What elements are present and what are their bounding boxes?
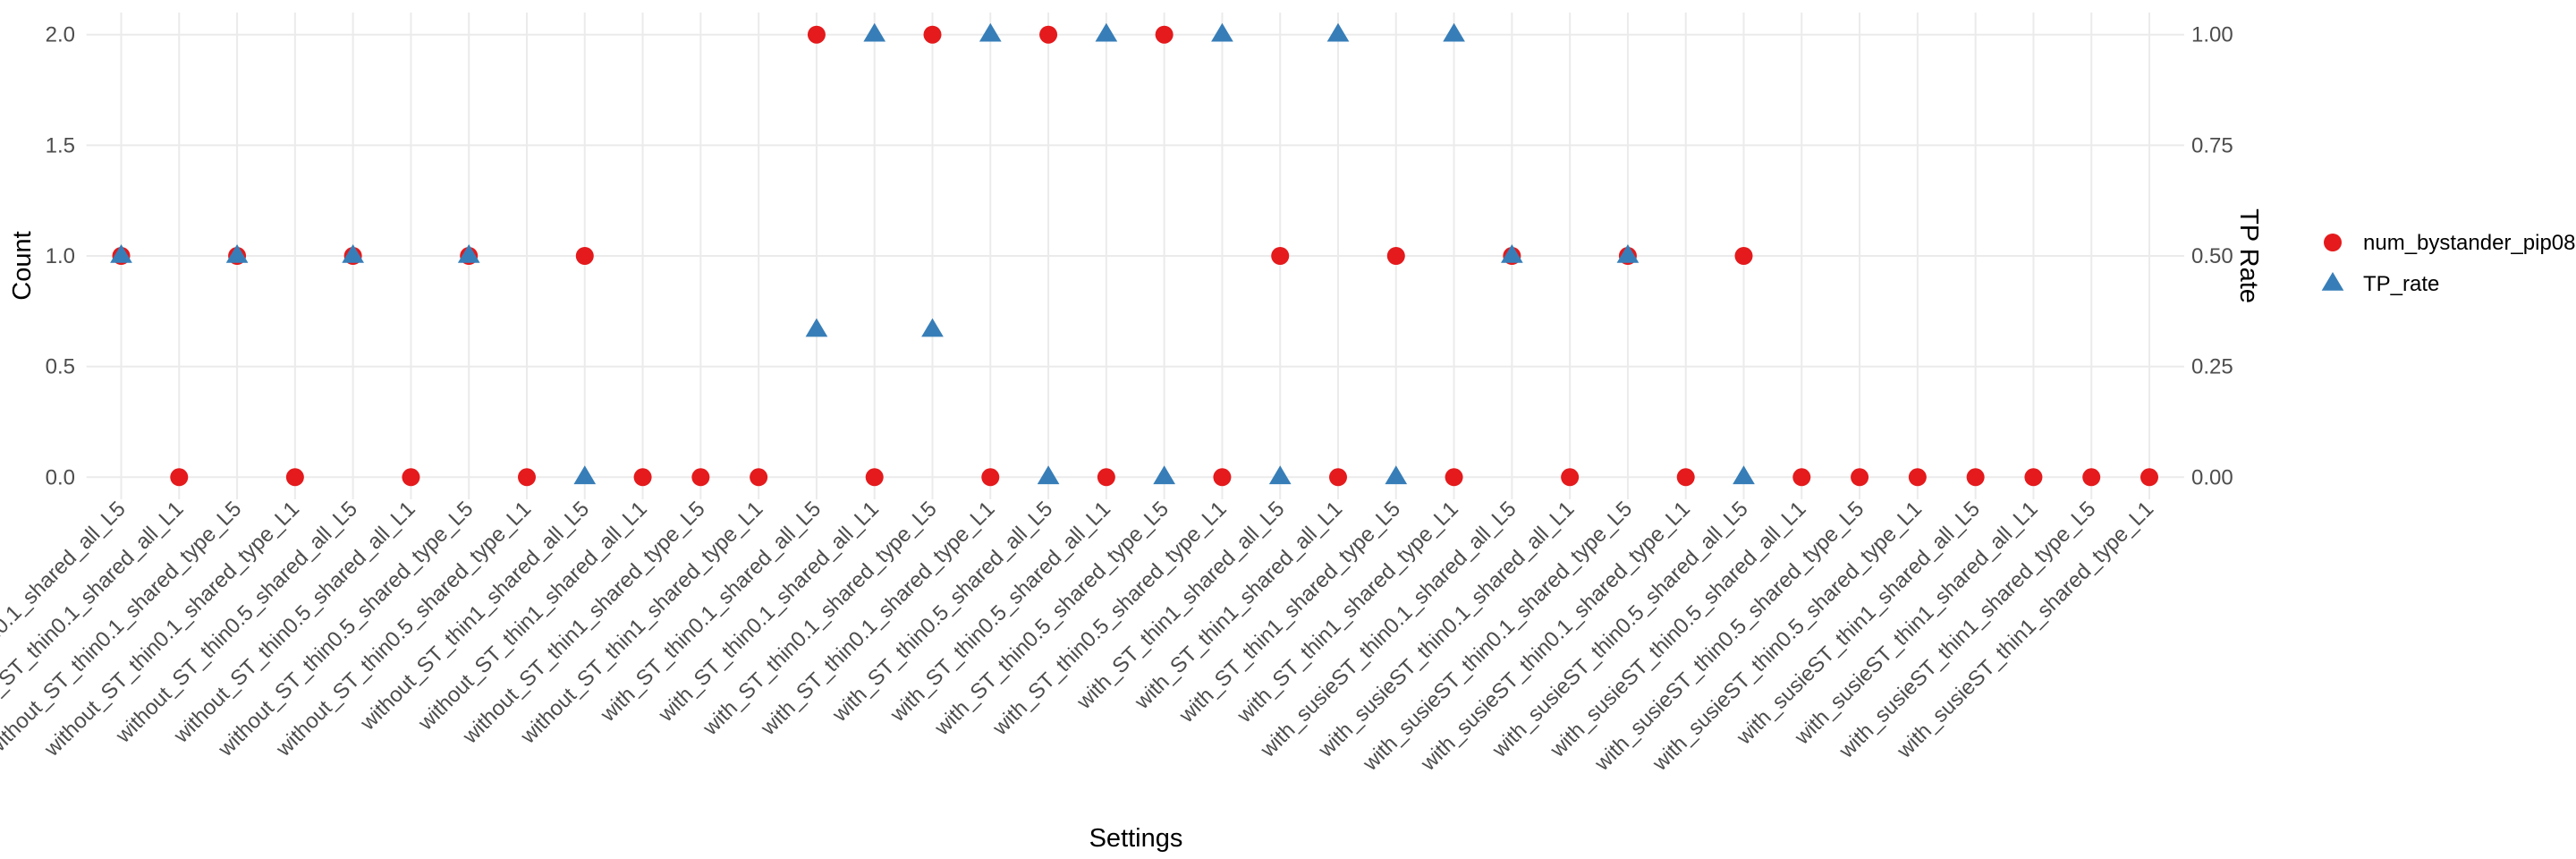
point bbox=[750, 468, 768, 487]
triangle-point bbox=[1037, 465, 1060, 485]
y-axis-title: Count bbox=[8, 231, 37, 300]
triangle-point bbox=[1153, 465, 1175, 485]
triangle-point bbox=[573, 465, 597, 485]
point bbox=[1676, 468, 1695, 487]
y-tick-label: 0.0 bbox=[46, 465, 75, 489]
point bbox=[981, 468, 1000, 487]
triangle-point bbox=[1733, 465, 1755, 485]
point bbox=[1155, 25, 1174, 44]
point bbox=[518, 468, 536, 487]
point bbox=[1792, 468, 1811, 487]
triangle-point bbox=[1501, 244, 1523, 263]
point bbox=[691, 468, 710, 487]
triangle-point bbox=[805, 318, 828, 337]
y2-tick-label: 0.25 bbox=[2191, 355, 2233, 379]
triangle-point bbox=[110, 244, 132, 263]
y2-tick-label: 0.50 bbox=[2191, 244, 2233, 268]
y-tick-label: 0.5 bbox=[46, 355, 75, 379]
legend-label: num_bystander_pip08 bbox=[2363, 231, 2576, 255]
x-axis-title: Settings bbox=[1089, 824, 1183, 853]
triangle-point bbox=[979, 22, 1002, 42]
triangle-point bbox=[1616, 244, 1640, 263]
point bbox=[923, 25, 942, 44]
triangle-point bbox=[457, 244, 480, 263]
point bbox=[2324, 234, 2342, 251]
y-tick-label: 1.5 bbox=[46, 133, 75, 157]
grid bbox=[86, 13, 2184, 499]
point bbox=[1213, 468, 1232, 487]
point bbox=[1966, 468, 1985, 487]
point bbox=[807, 25, 826, 44]
point bbox=[2082, 468, 2101, 487]
point bbox=[402, 468, 420, 487]
point bbox=[1329, 468, 1347, 487]
triangle-point bbox=[1211, 22, 1233, 42]
point bbox=[1445, 468, 1463, 487]
y-tick-label: 2.0 bbox=[46, 23, 75, 47]
triangle-point bbox=[225, 244, 249, 263]
point bbox=[1271, 247, 1290, 265]
y2-tick-label: 0.75 bbox=[2191, 133, 2233, 157]
point bbox=[2024, 468, 2043, 487]
triangle-point bbox=[1268, 465, 1292, 485]
triangle-point bbox=[2321, 272, 2344, 291]
triangle-point bbox=[863, 22, 886, 42]
point bbox=[1561, 468, 1580, 487]
legend-label: TP_rate bbox=[2363, 272, 2439, 296]
point bbox=[1734, 247, 1753, 265]
y2-tick-label: 1.00 bbox=[2191, 23, 2233, 47]
point bbox=[1386, 247, 1405, 265]
y-tick-label: 1.0 bbox=[46, 244, 75, 268]
point bbox=[285, 468, 304, 487]
point bbox=[1851, 468, 1869, 487]
y2-tick-label: 0.00 bbox=[2191, 465, 2233, 489]
y2-axis-title: TP Rate bbox=[2234, 208, 2263, 303]
point bbox=[1097, 468, 1115, 487]
point bbox=[865, 468, 884, 487]
triangle-point bbox=[1385, 465, 1408, 485]
point bbox=[170, 468, 189, 487]
triangle-point bbox=[1443, 22, 1465, 42]
point bbox=[1039, 25, 1058, 44]
point bbox=[1908, 468, 1927, 487]
point bbox=[2140, 468, 2158, 487]
triangle-point bbox=[1095, 22, 1118, 42]
triangle-point bbox=[342, 244, 364, 263]
triangle-point bbox=[921, 318, 944, 337]
point bbox=[633, 468, 652, 487]
triangle-point bbox=[1326, 22, 1350, 42]
point bbox=[575, 247, 594, 265]
